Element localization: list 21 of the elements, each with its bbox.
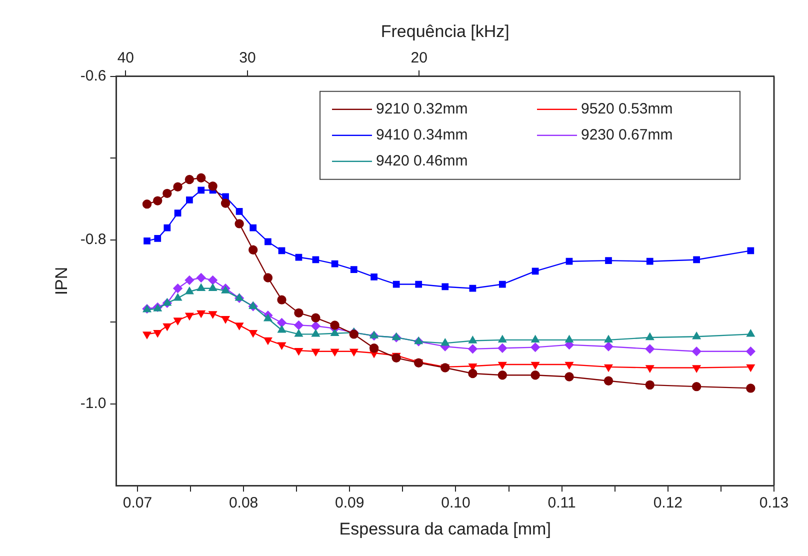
x-tick-label: 0.09	[335, 494, 364, 512]
y-tick-label: -0.6	[80, 68, 106, 85]
legend-label: 9210 0.32mm	[376, 100, 468, 118]
x-axis-title: Espessura da camada [mm]	[339, 519, 551, 538]
y-tick-label: -1.0	[80, 394, 106, 412]
x2-tick-label: 20	[410, 50, 428, 67]
y-tick-label: -0.8	[80, 231, 106, 248]
legend-label: 9420 0.46mm	[376, 152, 468, 170]
legend-label: 9230 0.67mm	[581, 126, 673, 144]
x2-tick-label: 30	[239, 50, 256, 67]
x-tick-label: 0.13	[759, 494, 789, 512]
x-tick-label: 0.10	[441, 494, 470, 512]
legend-label: 9520 0.53mm	[581, 100, 673, 118]
x-tick-label: 0.07	[122, 494, 152, 512]
x2-axis-title: Frequência [kHz]	[380, 22, 510, 41]
x2-tick-label: 40	[117, 50, 134, 67]
x-tick-label: 0.11	[548, 494, 576, 512]
legend-label: 9410 0.34mm	[376, 126, 468, 144]
y-axis-title: IPN	[52, 266, 71, 296]
x-tick-label: 0.08	[228, 494, 258, 512]
x-tick-label: 0.12	[653, 494, 683, 512]
